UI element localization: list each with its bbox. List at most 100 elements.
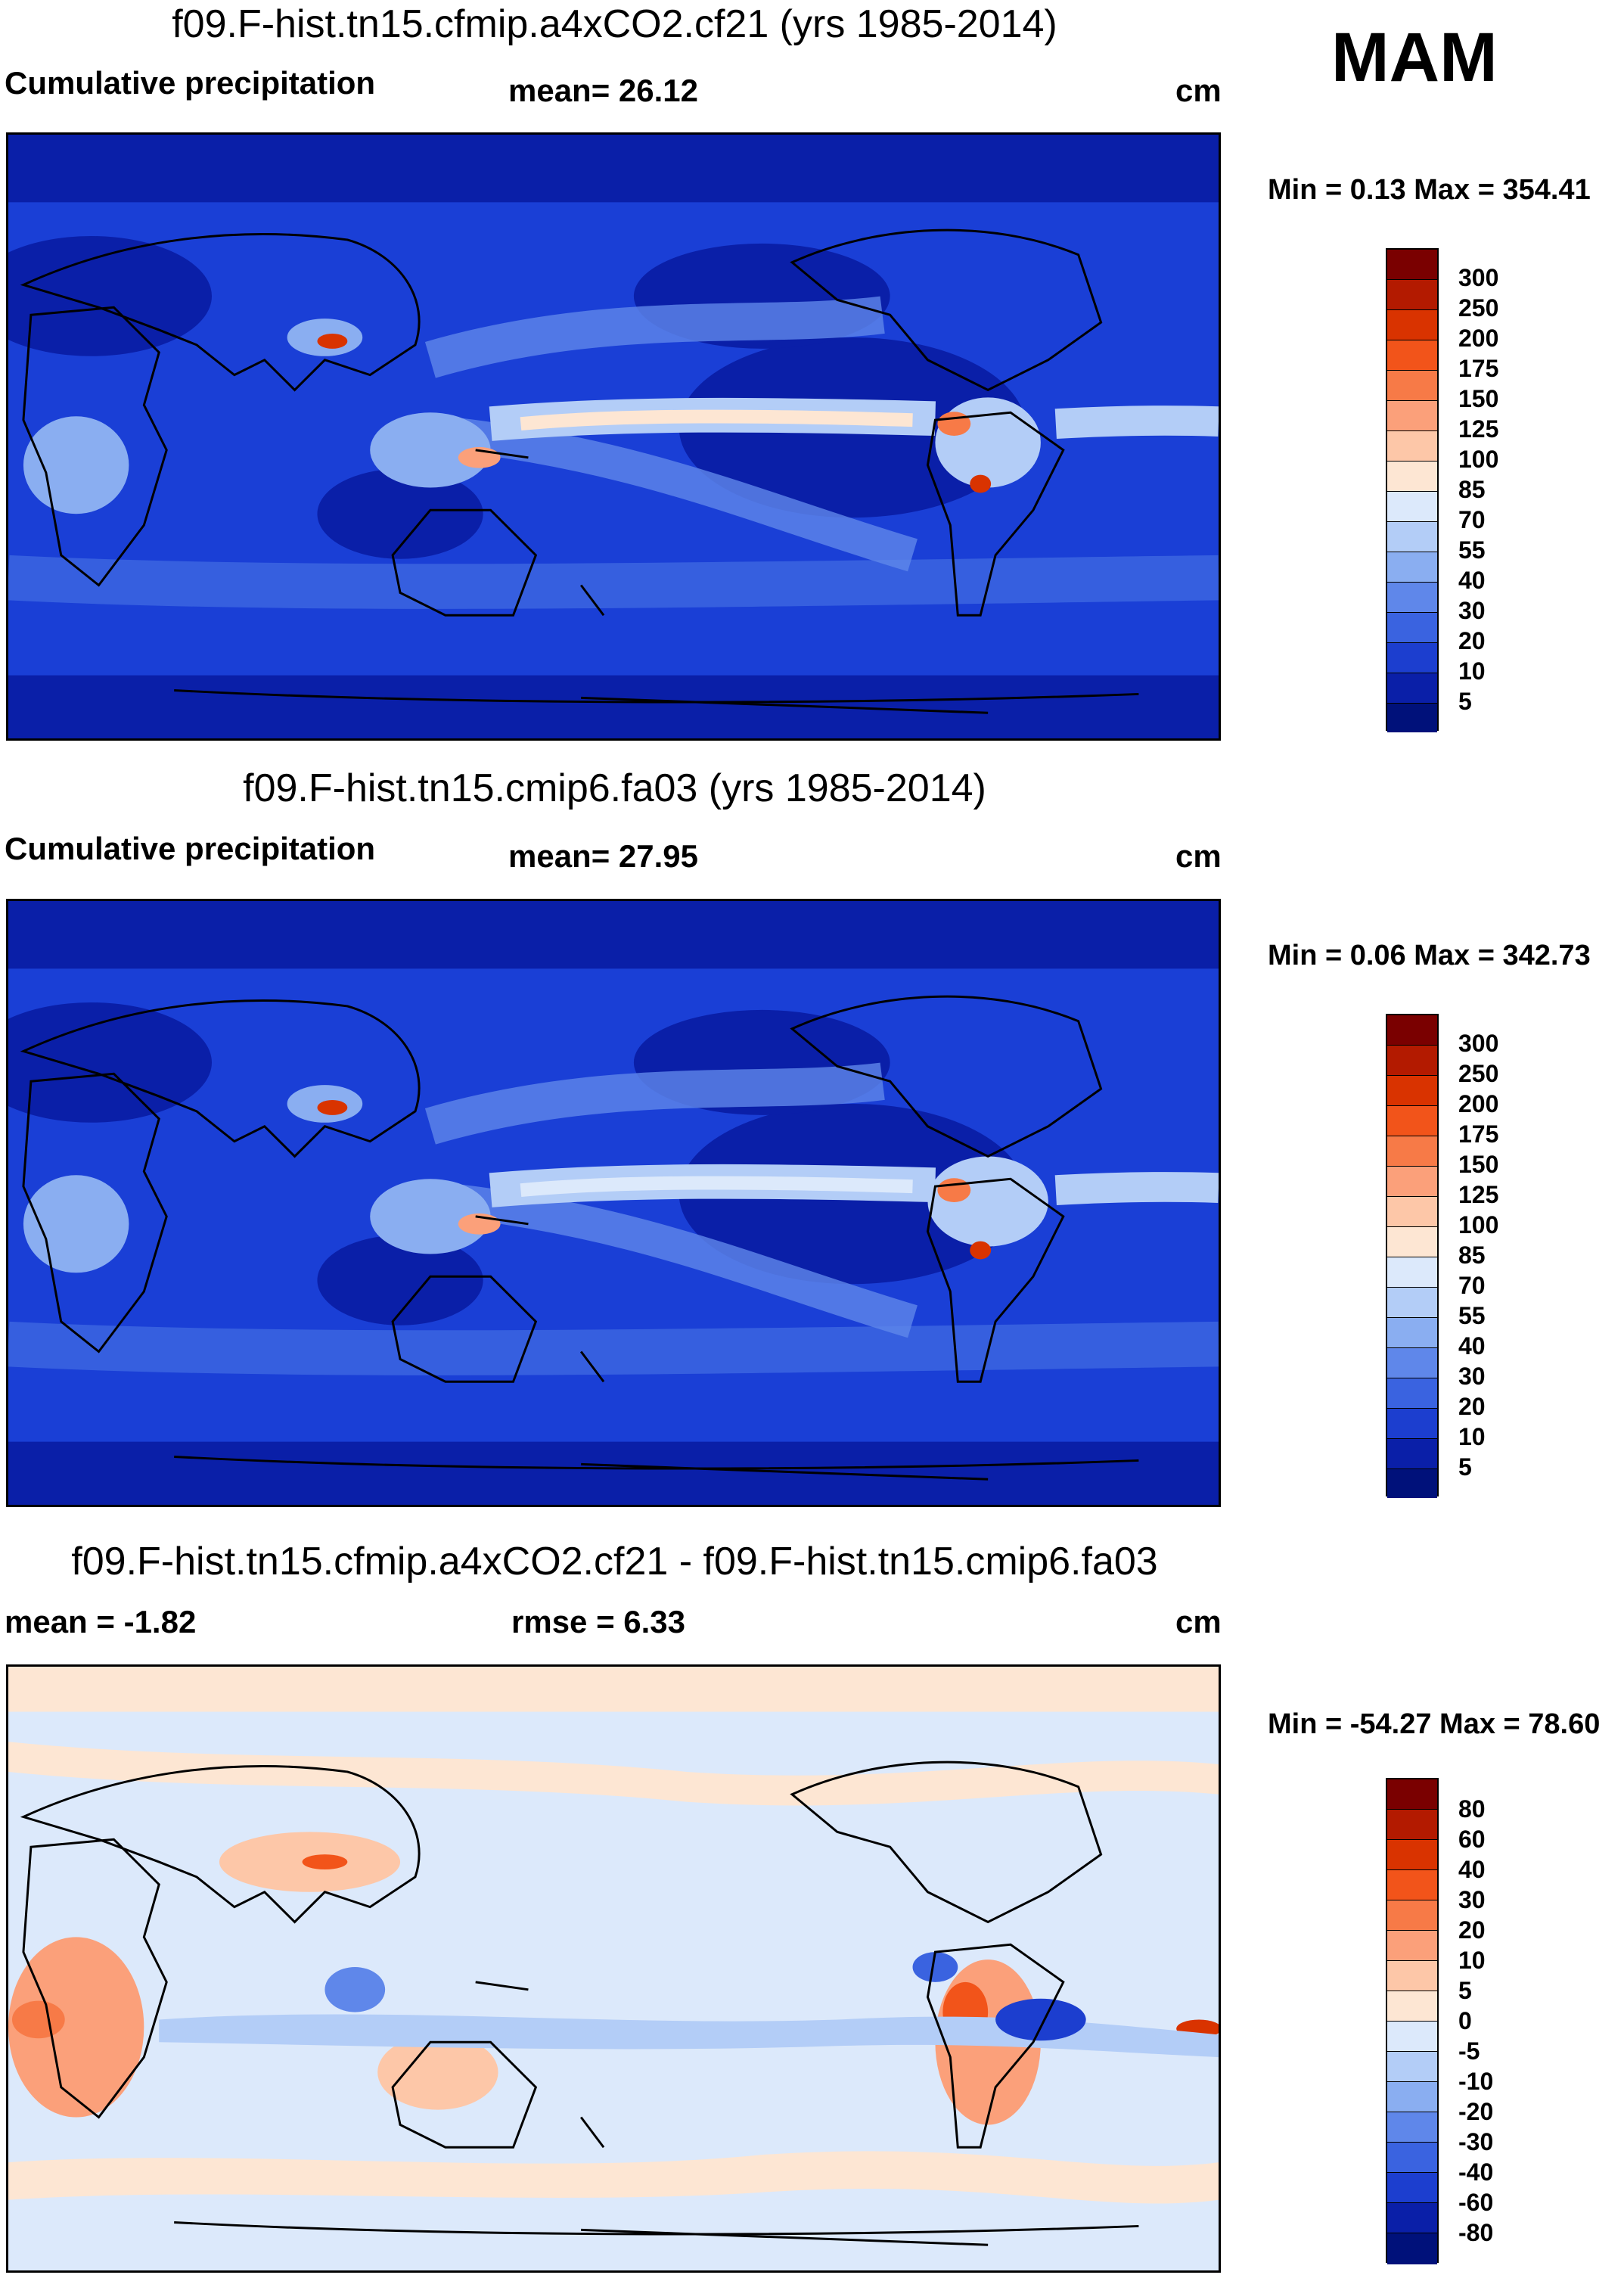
colorbar-tick-label: 200 (1458, 325, 1499, 352)
colorbar-tick-label: 100 (1458, 1211, 1499, 1238)
panel-3-midlat-band (8, 1742, 1219, 1806)
panel-2-warm-pool (370, 1179, 491, 1254)
panel-3-colorbar-segment (1387, 1961, 1437, 1991)
panel-3-coastlines (20, 1761, 1139, 2246)
colorbar-tick-label: 20 (1458, 1393, 1486, 1420)
panel-3-colorbar-segment (1387, 1900, 1437, 1931)
colorbar-tick-label: 55 (1458, 1302, 1486, 1329)
panel-3-colorbar-segment (1387, 1991, 1437, 2022)
panel-1-storm-track-north (424, 296, 885, 378)
colorbar-tick-label: 125 (1458, 415, 1499, 443)
panel-3-mean: mean = -1.82 (5, 1604, 197, 1639)
colorbar-tick-label: 30 (1458, 1363, 1486, 1390)
panel-1-antarctic-band (8, 675, 1219, 738)
colorbar-tick-label: -30 (1458, 2128, 1494, 2155)
panel-3-colorbar (1386, 1778, 1439, 2264)
colorbar-tick-label: 10 (1458, 1947, 1486, 1974)
panel-2-storm-track-south (8, 1321, 1219, 1375)
panel-3-colorbar-segment (1387, 2052, 1437, 2082)
panel-2-colorbar-segment (1387, 1288, 1437, 1318)
panel-2-colorbar-segment (1387, 1409, 1437, 1439)
panel-3-indian-min (324, 1967, 386, 2012)
colorbar-tick-label: 40 (1458, 1332, 1486, 1360)
colorbar-tick-label: -60 (1458, 2189, 1494, 2216)
panel-3-china-max (302, 1854, 348, 1869)
panel-2-minmax: Min = 0.06 Max = 342.73 (1268, 940, 1591, 971)
colorbar-tick-label: 20 (1458, 627, 1486, 654)
panel-2-itcz-atlantic (1054, 1172, 1219, 1205)
panel-2-coastlines (20, 995, 1139, 1481)
panel-2-sichuan-max (317, 1100, 348, 1115)
colorbar-tick-label: 70 (1458, 506, 1486, 533)
panel-2-colorbar-segment (1387, 1469, 1437, 1498)
panel-1-andes-max (970, 474, 992, 493)
panel-1-amazon (935, 397, 1041, 488)
panel-2-colorbar-segment (1387, 1136, 1437, 1167)
panel-1-colorbar-segment (1387, 643, 1437, 673)
panel-1-mean: mean= 26.12 (508, 73, 699, 108)
panel-1-itcz-core (520, 409, 913, 431)
panel-2-colorbar-segment (1387, 1015, 1437, 1046)
panel-1-colorbar-segment (1387, 401, 1437, 431)
colorbar-tick-label: 60 (1458, 1826, 1486, 1853)
panel-2-colorbar-segment (1387, 1106, 1437, 1136)
panel-3-australia-positive (377, 2034, 498, 2110)
panel-1-colorbar-segment (1387, 492, 1437, 522)
panel-2-map (6, 899, 1221, 1507)
panel-1-itcz-atlantic (1054, 406, 1219, 439)
colorbar-tick-label: 5 (1458, 1977, 1472, 2004)
panel-1-arctic-band (8, 135, 1219, 203)
colorbar-tick-label: 5 (1458, 1453, 1472, 1481)
panel-3-colorbar-segment (1387, 2173, 1437, 2203)
panel-1-central-africa (23, 416, 129, 514)
panel-2-antarctic-band (8, 1441, 1219, 1505)
panel-2-dry-zone-sahara (8, 1002, 212, 1123)
panel-3-colorbar-segment (1387, 2143, 1437, 2173)
panel-2-spcz (458, 1184, 918, 1338)
panel-1-colorbar-segment (1387, 613, 1437, 643)
panel-2-units: cm (1175, 838, 1222, 874)
panel-1-colorbar-segment (1387, 340, 1437, 371)
panel-1-colorbar-segment (1387, 462, 1437, 492)
colorbar-tick-label: 175 (1458, 355, 1499, 382)
panel-3-arctic-band (8, 1667, 1219, 1712)
colorbar-tick-label: 100 (1458, 446, 1499, 473)
colorbar-tick-label: 150 (1458, 385, 1499, 412)
panel-1-units: cm (1175, 73, 1222, 108)
panel-2-colorbar-segment (1387, 1378, 1437, 1409)
panel-3-units: cm (1175, 1604, 1222, 1639)
colorbar-tick-label: 200 (1458, 1090, 1499, 1117)
panel-3-colorbar-segment (1387, 2203, 1437, 2233)
colorbar-tick-label: 40 (1458, 567, 1486, 594)
panel-3-southern-band (8, 2151, 1219, 2204)
panel-1-minmax: Min = 0.13 Max = 354.41 (1268, 174, 1591, 206)
panel-3-africa-positive (8, 1937, 144, 2118)
panel-1-colorbar-segment (1387, 431, 1437, 462)
panel-2-central-africa (23, 1175, 129, 1273)
panel-3-amazon-min (995, 1998, 1086, 2041)
panel-3-colorbar-segment (1387, 2082, 1437, 2112)
panel-2-dry-zone-australia (317, 1235, 483, 1325)
panel-3-itcz-negative (159, 2014, 1219, 2058)
colorbar-tick-label: -10 (1458, 2068, 1494, 2095)
colorbar-tick-label: 40 (1458, 1856, 1486, 1883)
colorbar-tick-label: -5 (1458, 2037, 1480, 2065)
panel-1-dry-zone-sahara (8, 236, 212, 356)
panel-1-colorbar-segment (1387, 704, 1437, 732)
panel-3-title: f09.F-hist.tn15.cfmip.a4xCO2.cf21 - f09.… (71, 1540, 1158, 1583)
panel-1-amazon-max (937, 412, 971, 437)
panel-3-colorbar-segment (1387, 2022, 1437, 2052)
colorbar-tick-label: 250 (1458, 294, 1499, 322)
panel-2-arctic-band (8, 901, 1219, 969)
colorbar-tick-label: 300 (1458, 1030, 1499, 1057)
panel-3-colorbar-segment (1387, 2233, 1437, 2264)
colorbar-tick-label: 300 (1458, 264, 1499, 291)
panel-2-mean: mean= 27.95 (508, 838, 699, 874)
panel-2-colorbar-segment (1387, 1076, 1437, 1106)
colorbar-tick-label: -20 (1458, 2098, 1494, 2125)
panel-2-colorbar-segment (1387, 1318, 1437, 1348)
panel-1-colorbar-segment (1387, 310, 1437, 340)
panel-1-colorbar-segment (1387, 522, 1437, 552)
panel-3-colorbar-segment (1387, 2112, 1437, 2143)
colorbar-tick-label: 55 (1458, 536, 1486, 564)
